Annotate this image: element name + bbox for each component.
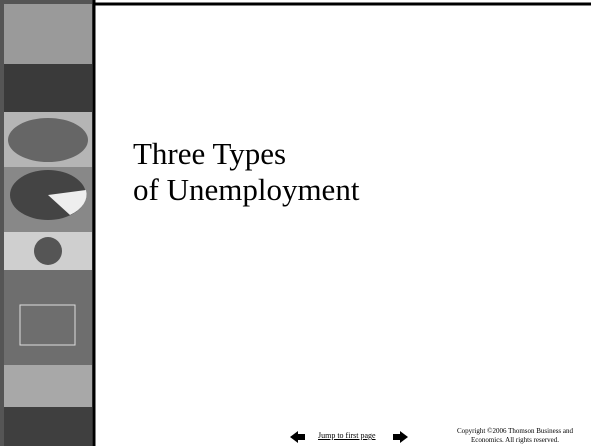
prev-arrow[interactable] [290,431,305,443]
copyright: Copyright ©2006 Thomson Business and Eco… [440,427,590,445]
copyright-line: Economics. All rights reserved. [440,436,590,445]
slide-decoration [0,0,591,446]
copyright-line: Copyright ©2006 Thomson Business and [440,427,590,436]
slide: Three Types of Unemployment Jump to firs… [0,0,591,446]
title-line: Three Types [133,136,286,172]
title-line: of Unemployment [133,172,359,208]
next-arrow[interactable] [393,431,408,443]
first-page-link[interactable]: Jump to first page [318,431,376,440]
image-strip [0,0,95,446]
